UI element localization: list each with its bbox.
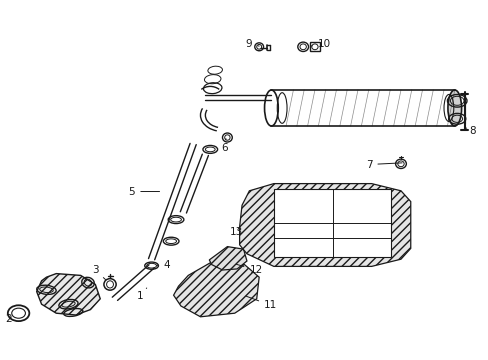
Text: 10: 10 (310, 39, 330, 49)
Ellipse shape (447, 90, 461, 126)
Text: 2: 2 (5, 314, 12, 324)
Text: 7: 7 (365, 159, 401, 170)
Text: 11: 11 (245, 296, 277, 310)
Polygon shape (209, 247, 246, 270)
Text: 3: 3 (92, 265, 105, 280)
Text: 12: 12 (236, 264, 262, 275)
Bar (273, 189, 390, 257)
Text: 9: 9 (245, 39, 259, 49)
Bar (309, 42, 320, 51)
Text: 8: 8 (465, 126, 475, 136)
Text: 6: 6 (221, 139, 228, 153)
Text: 5: 5 (128, 186, 159, 197)
Polygon shape (173, 263, 259, 317)
Polygon shape (239, 184, 410, 266)
Text: 4: 4 (157, 260, 170, 270)
Text: 1: 1 (137, 288, 146, 301)
Text: 13: 13 (229, 227, 243, 237)
Polygon shape (37, 274, 100, 315)
